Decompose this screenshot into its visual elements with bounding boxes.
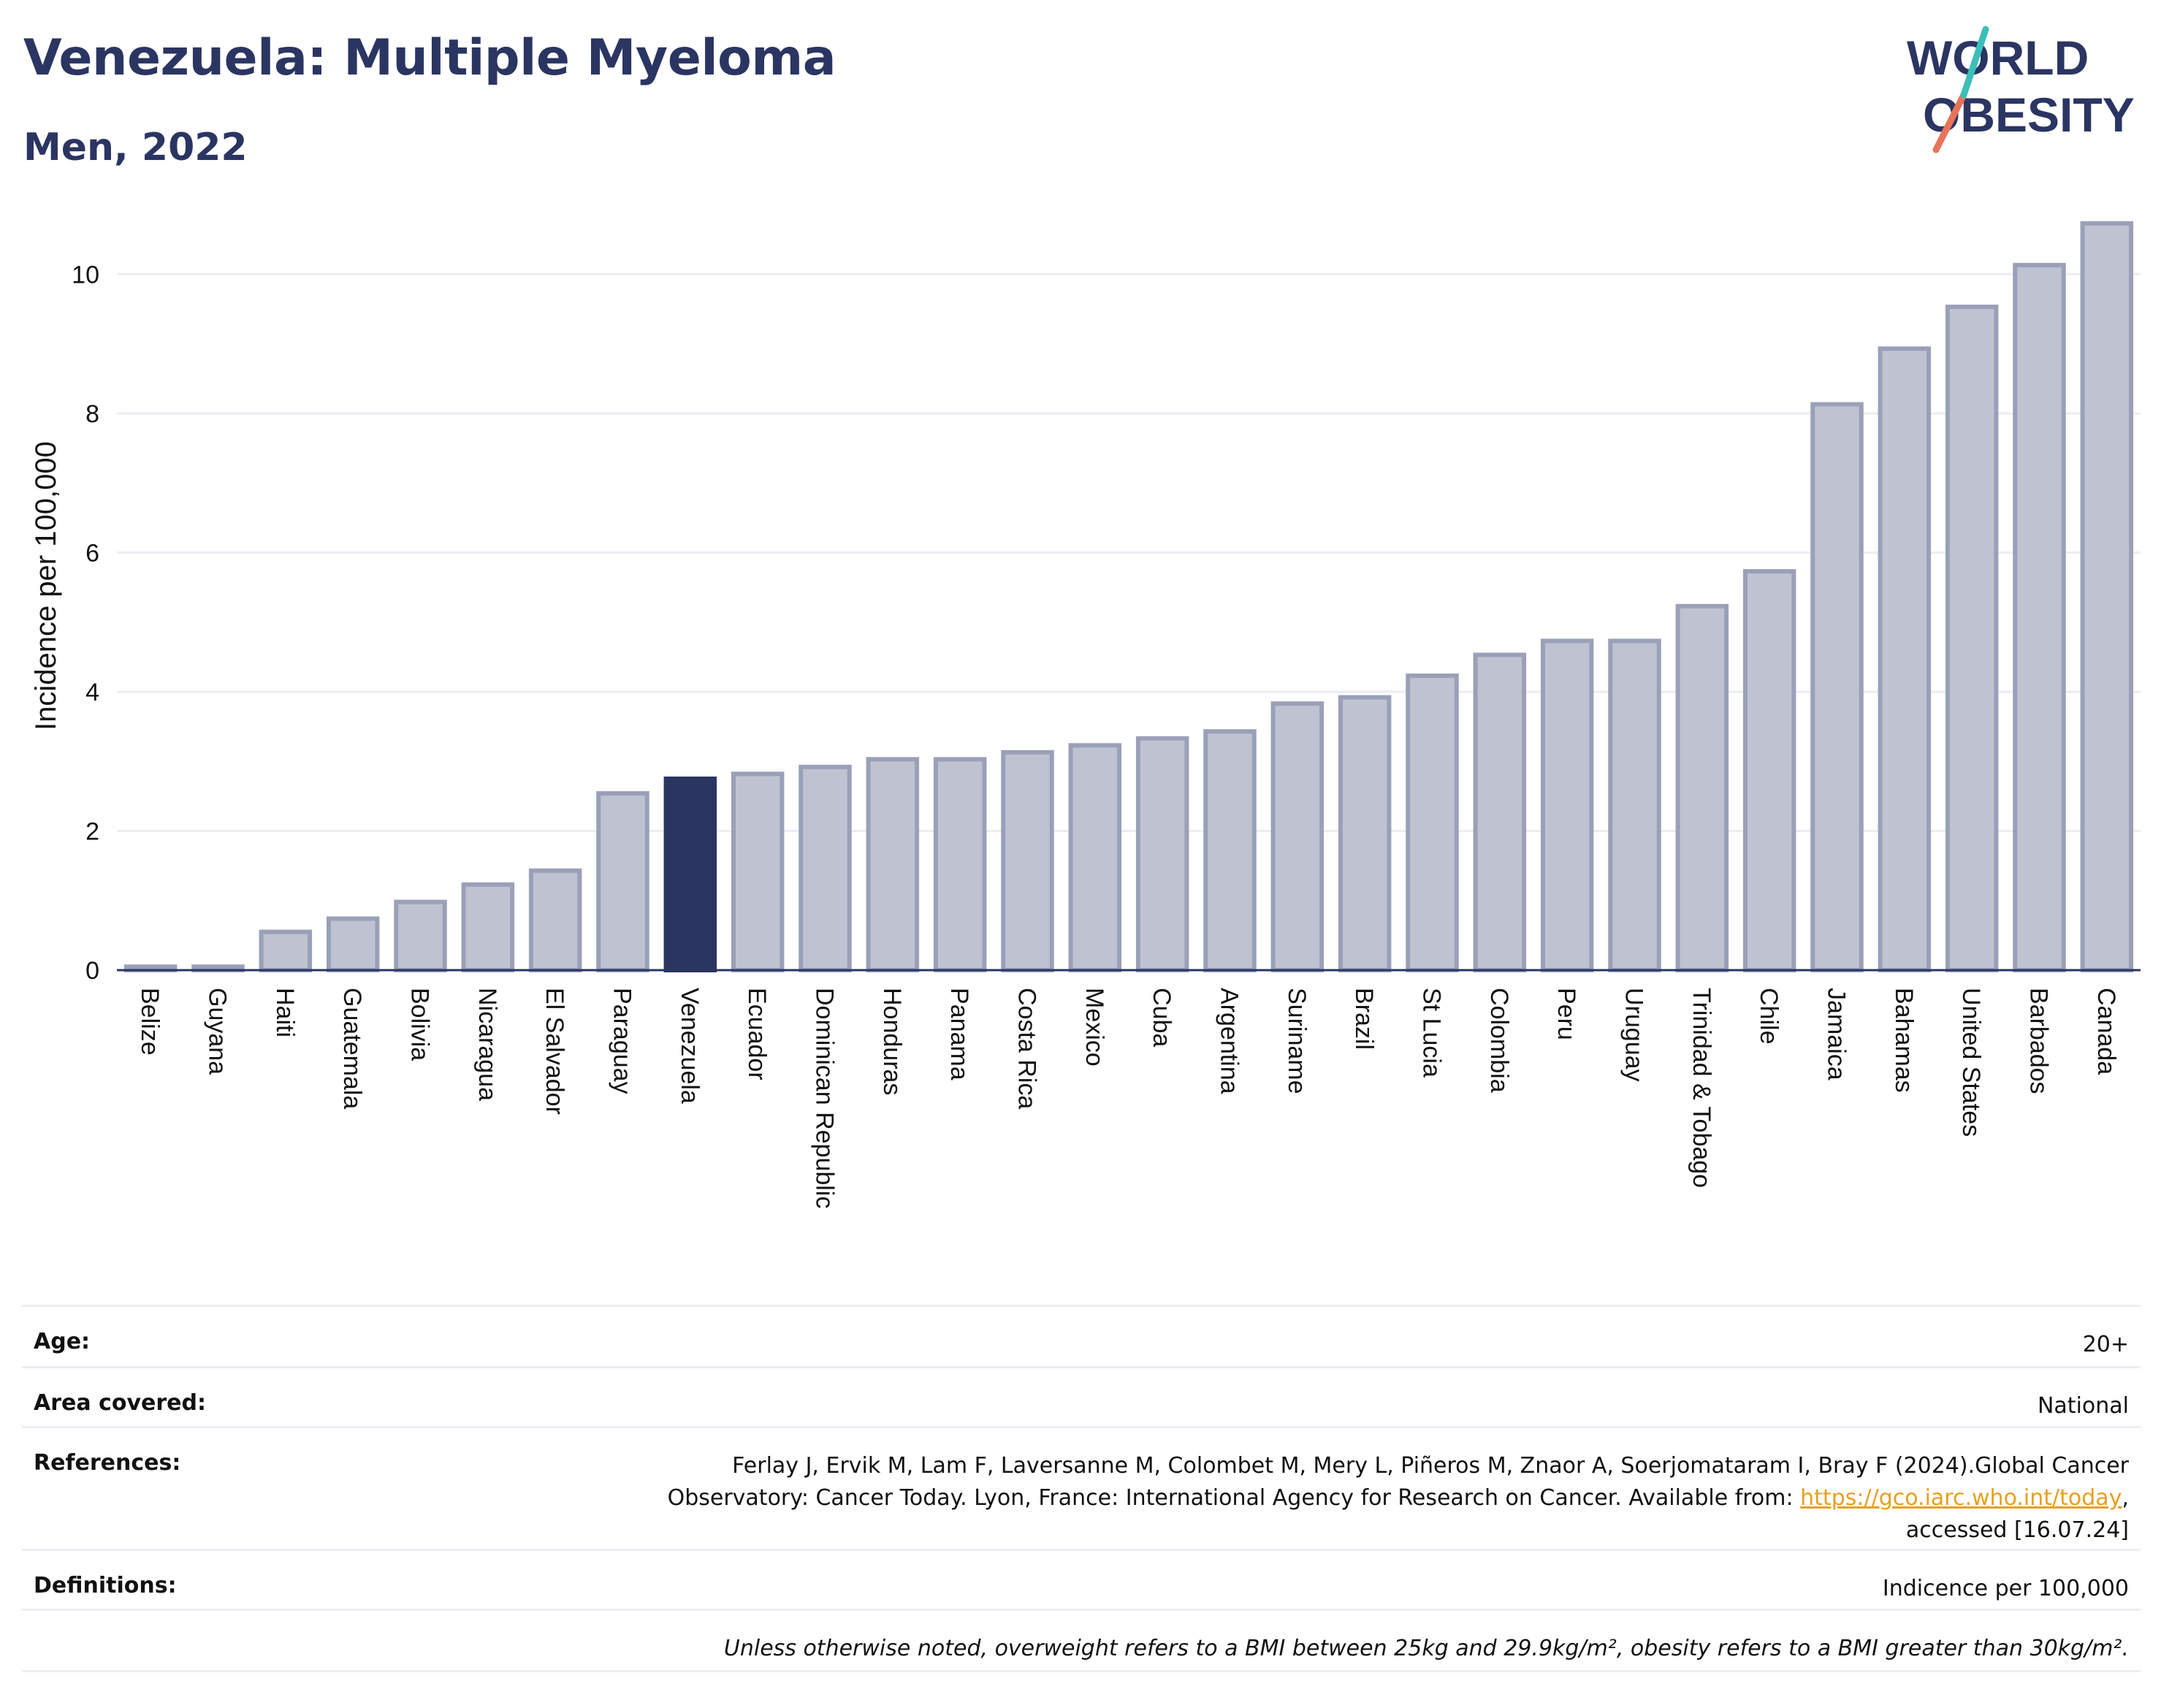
x-tick-label: Haiti <box>271 988 299 1037</box>
bar-guatemala <box>326 916 380 972</box>
bar-suriname <box>1270 701 1325 972</box>
bar-peru <box>1540 638 1594 972</box>
references-line-1: Ferlay J, Ervik M, Lam F, Laversanne M, … <box>732 1453 2129 1479</box>
bmi-note: Unless otherwise noted, overweight refer… <box>723 1636 2129 1661</box>
bar-honduras <box>866 757 920 972</box>
x-tick-label: Panama <box>945 988 973 1080</box>
bar-venezuela <box>663 777 717 972</box>
bar-ecuador <box>731 771 785 973</box>
x-tick-label: Jamaica <box>1823 988 1851 1080</box>
bar-chile <box>1742 569 1796 972</box>
x-tick-label: Ecuador <box>743 988 771 1080</box>
x-tick-labels: Belize Guyana Haiti Guatemala Bolivia Nicarag… <box>136 988 2120 1208</box>
bar-uruguay <box>1608 638 1661 972</box>
bar-barbados <box>2013 262 2066 972</box>
x-tick-label: Uruguay <box>1620 988 1648 1082</box>
meta-row-age: Age: 20+ <box>22 1305 2141 1366</box>
meta-row-references: References: Ferlay J, Ervik M, Lam F, La… <box>22 1426 2141 1549</box>
logo-slash-lower <box>1932 91 1967 153</box>
age-label: Age: <box>34 1329 91 1354</box>
x-tick-label: Suriname <box>1283 988 1311 1094</box>
bar-bolivia <box>394 899 447 972</box>
references-line-2-text: Observatory: Cancer Today. Lyon, France:… <box>667 1485 1801 1511</box>
references-link[interactable]: https://gco.iarc.who.int/today <box>1800 1485 2122 1511</box>
x-tick-label: Brazil <box>1350 988 1378 1050</box>
y-tick-label: 8 <box>85 400 99 428</box>
x-tick-label: St Lucia <box>1418 988 1446 1078</box>
bars <box>123 221 2134 973</box>
x-tick-label: Canada <box>2092 988 2120 1075</box>
x-tick-label: El Salvador <box>541 988 568 1115</box>
references-value: Ferlay J, Ervik M, Lam F, Laversanne M, … <box>668 1428 2129 1547</box>
bar-mexico <box>1068 743 1122 972</box>
x-tick-label: Dominican Republic <box>811 988 839 1208</box>
bar-jamaica <box>1810 402 1864 972</box>
x-tick-label: Colombia <box>1485 988 1513 1093</box>
x-tick-label: Argentina <box>1216 988 1243 1094</box>
meta-row-note: Unless otherwise noted, overweight refer… <box>22 1609 2141 1670</box>
metadata-table: Age: 20+ Area covered: National Referenc… <box>22 1305 2141 1672</box>
bar-bahamas <box>1878 346 1932 972</box>
references-line-2: Observatory: Cancer Today. Lyon, France:… <box>668 1482 2129 1514</box>
y-tick-label: 6 <box>85 539 99 567</box>
meta-row-definitions: Definitions: Indicence per 100,000 <box>22 1549 2141 1609</box>
bar-brazil <box>1338 695 1392 972</box>
bar-haiti <box>259 929 313 972</box>
x-tick-label: Bahamas <box>1890 988 1918 1093</box>
logo-line1: WORLD <box>1907 31 2089 85</box>
x-tick-label: Belize <box>136 988 164 1056</box>
logo-line2: OBESITY <box>1923 88 2135 142</box>
bar-st-lucia <box>1406 673 1459 972</box>
x-tick-label: Venezuela <box>676 988 704 1104</box>
bar-dominican-republic <box>799 764 852 972</box>
world-obesity-logo: WORLD OBESITY <box>1907 26 2135 153</box>
area-value: National <box>2037 1393 2129 1419</box>
x-tick-label: Guyana <box>204 988 232 1075</box>
page-subtitle: Men, 2022 <box>23 126 248 169</box>
bar-paraguay <box>596 791 649 973</box>
x-tick-label: Costa Rica <box>1013 988 1041 1109</box>
references-label: References: <box>34 1450 181 1476</box>
meta-row-area: Area covered: National <box>22 1366 2141 1426</box>
x-tick-label: Cuba <box>1148 988 1175 1047</box>
age-value: 20+ <box>2082 1332 2129 1357</box>
x-tick-label: Mexico <box>1080 988 1108 1067</box>
bar-united-states <box>1945 305 1999 972</box>
bar-el-salvador <box>528 868 582 973</box>
grid-lines <box>117 272 2141 832</box>
bar-panama <box>933 757 987 972</box>
x-tick-label: Paraguay <box>609 988 636 1094</box>
y-tick-labels: 0 2 4 6 8 10 <box>72 261 99 985</box>
table-bottom-border <box>22 1670 2141 1672</box>
bar-cuba <box>1135 736 1189 972</box>
x-tick-label: Peru <box>1552 988 1580 1040</box>
bar-argentina <box>1203 729 1257 972</box>
x-tick-label: Trinidad & Tobago <box>1688 988 1715 1188</box>
definitions-label: Definitions: <box>34 1573 177 1598</box>
bar-costa-rica <box>1001 750 1054 973</box>
bar-canada <box>2080 221 2134 972</box>
definitions-value: Indicence per 100,000 <box>1882 1576 2129 1601</box>
bar-nicaragua <box>461 882 515 973</box>
x-tick-label: Barbados <box>2025 988 2053 1094</box>
x-tick-label: Honduras <box>878 988 906 1095</box>
references-line-3: accessed [16.07.24] <box>1905 1517 2129 1543</box>
y-tick-label: 4 <box>85 679 99 706</box>
x-tick-label: Nicaragua <box>473 988 501 1101</box>
x-tick-label: Chile <box>1755 988 1783 1044</box>
x-tick-label: Guatemala <box>338 988 366 1109</box>
area-label: Area covered: <box>34 1390 206 1416</box>
bar-chart: Belize Guyana Haiti Guatemala Bolivia Nicarag… <box>30 221 2141 1208</box>
x-tick-label: United States <box>1957 988 1985 1137</box>
y-tick-label: 10 <box>72 261 99 289</box>
y-tick-label: 0 <box>85 957 99 985</box>
page-title: Venezuela: Multiple Myeloma <box>23 29 836 87</box>
bar-trinidad-tobago <box>1675 603 1729 972</box>
y-tick-label: 2 <box>85 817 99 845</box>
x-tick-label: Bolivia <box>406 988 434 1061</box>
logo-slash-upper <box>1960 26 1989 99</box>
bar-colombia <box>1473 652 1527 972</box>
y-axis-label: Incidence per 100,000 <box>30 441 62 731</box>
references-line-2-end: , <box>2122 1485 2129 1511</box>
